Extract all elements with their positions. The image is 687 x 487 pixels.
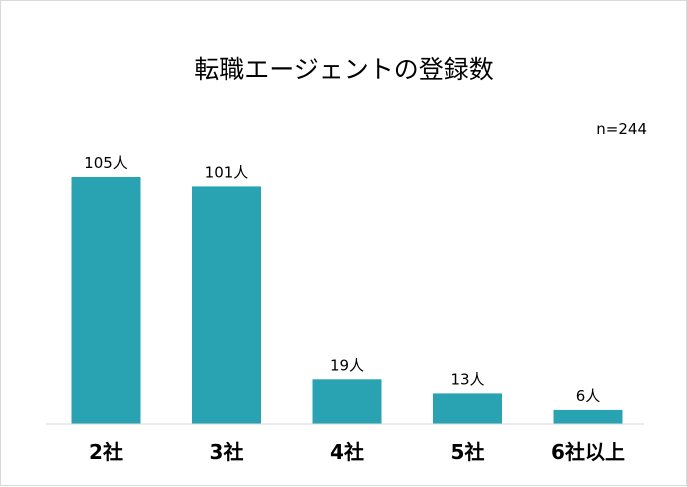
bar-4 xyxy=(433,393,502,424)
data-label-5: 6人 xyxy=(576,387,601,405)
chart-title: 転職エージェントの登録数 xyxy=(194,55,494,84)
bar-5 xyxy=(553,409,623,424)
category-label-4: 5社 xyxy=(451,440,485,464)
category-label-3: 4社 xyxy=(330,440,364,464)
category-label-1: 2社 xyxy=(89,440,123,464)
sample-size-note: n=244 xyxy=(596,120,647,138)
data-label-2: 101人 xyxy=(205,163,249,181)
category-label-5: 6社以上 xyxy=(551,440,625,464)
bar-3 xyxy=(312,379,382,424)
data-label-1: 105人 xyxy=(84,154,128,172)
data-label-4: 13人 xyxy=(450,370,484,388)
category-label-2: 3社 xyxy=(210,440,244,464)
bars-layer: 105人 2社 101人 3社 19人 4社 13人 5社 6人 6社以上 xyxy=(71,154,625,464)
data-label-3: 19人 xyxy=(330,356,364,374)
bar-1 xyxy=(71,177,141,424)
bar-2 xyxy=(192,186,261,424)
